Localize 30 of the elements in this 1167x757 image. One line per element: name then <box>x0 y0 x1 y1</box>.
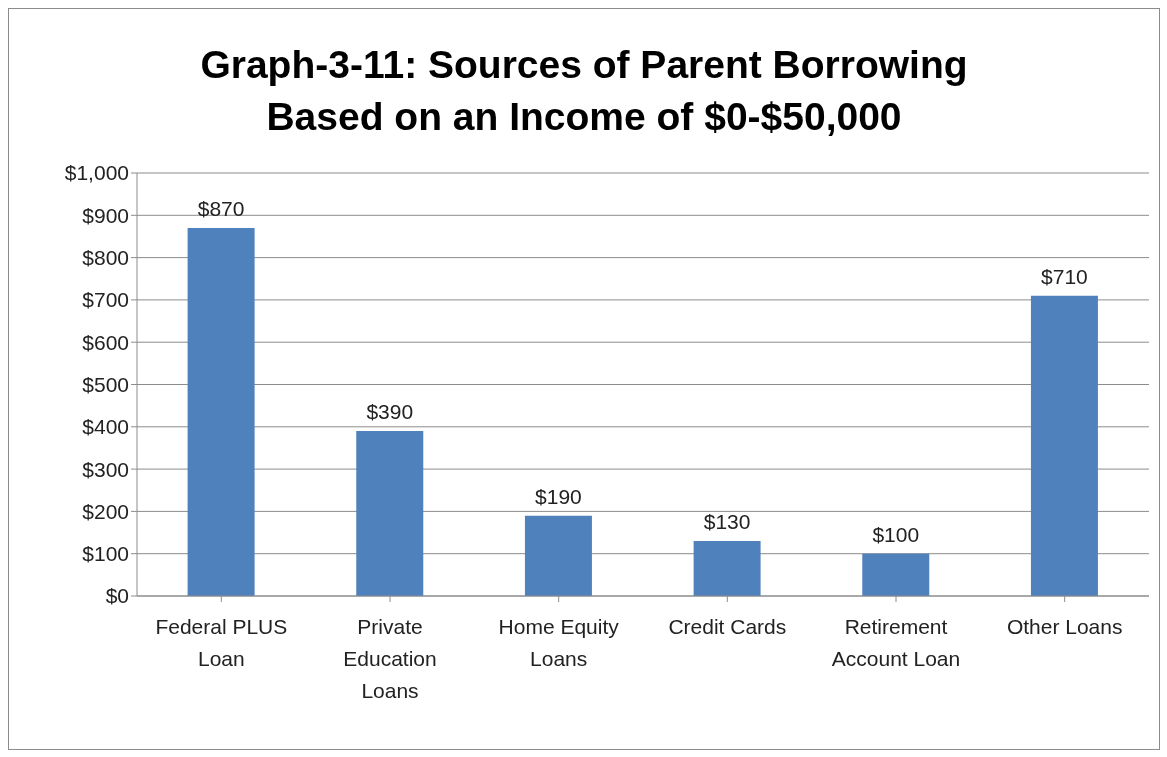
x-tick-label: Federal PLUS Loan <box>155 615 288 670</box>
data-label: $710 <box>1041 264 1088 288</box>
x-tick-label: Private Education Loans <box>343 615 437 702</box>
y-tick-label: $100 <box>82 542 129 566</box>
data-label: $870 <box>197 196 245 220</box>
y-tick-label: $0 <box>105 584 129 608</box>
x-tick-label: Credit Cards <box>668 615 787 638</box>
bar <box>524 515 592 596</box>
data-label: $100 <box>872 522 920 546</box>
y-tick-label: $300 <box>82 457 129 481</box>
data-label: $130 <box>703 510 751 534</box>
x-tick-label: Home Equity Loans <box>498 615 620 670</box>
y-tick-label: $600 <box>82 330 129 354</box>
chart-title: Graph-3-11: Sources of Parent Borrowing Based on an Income of $0-$50,000 <box>199 42 969 140</box>
data-label: $390 <box>366 400 414 424</box>
data-label: $190 <box>535 484 582 508</box>
y-tick-label: $1,000 <box>64 161 129 185</box>
y-tick-label: $800 <box>82 246 129 270</box>
y-tick-label: $500 <box>82 372 129 396</box>
bar <box>862 553 930 596</box>
y-tick-label: $700 <box>82 288 129 312</box>
bar <box>356 431 424 596</box>
y-tick-label: $400 <box>82 415 129 439</box>
y-tick-label: $200 <box>82 499 129 523</box>
bar <box>187 227 255 596</box>
bar <box>693 541 761 596</box>
x-tick-label: Other Loans <box>1006 615 1123 638</box>
x-tick-label: Retirement Account Loan <box>831 615 961 670</box>
bar <box>1030 295 1098 596</box>
y-tick-label: $900 <box>82 203 129 227</box>
